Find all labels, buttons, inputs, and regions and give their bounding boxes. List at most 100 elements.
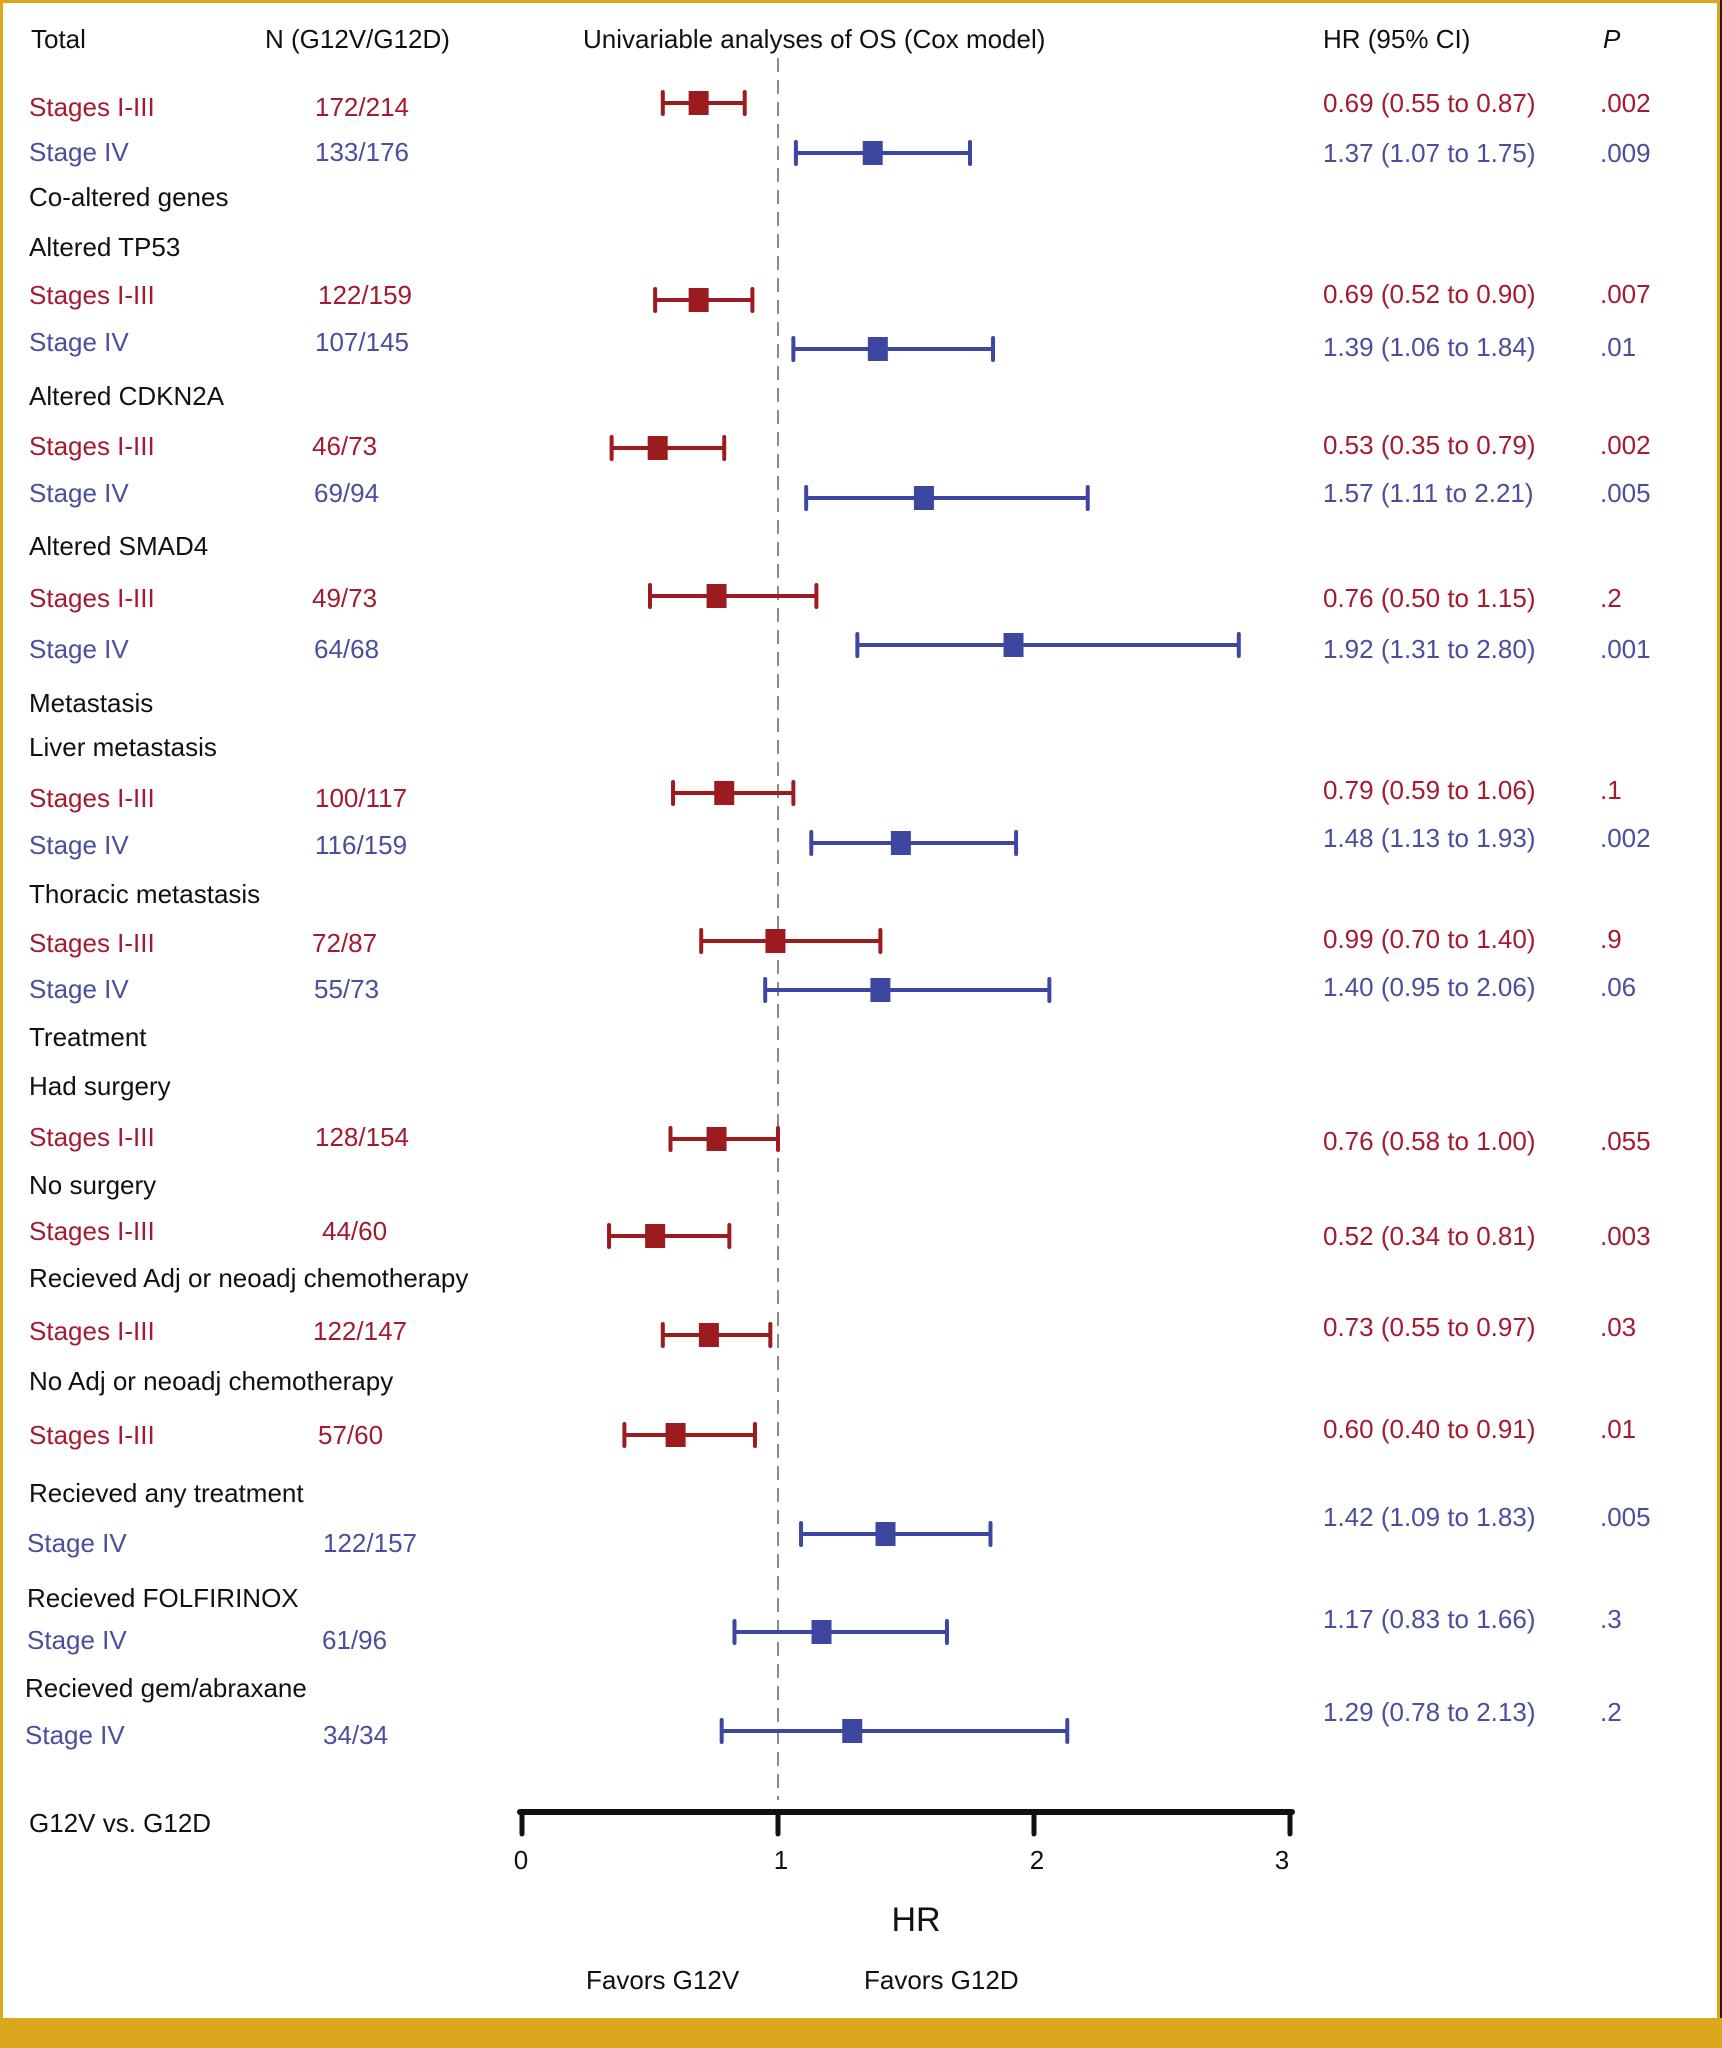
row-hr-ci: 0.69 (0.52 to 0.90) xyxy=(1323,279,1536,309)
row-p-value: .007 xyxy=(1600,279,1651,309)
hr-point-estimate xyxy=(688,288,709,312)
forest-point xyxy=(763,977,1052,1003)
row-n-count: 133/176 xyxy=(315,137,409,167)
row-hr-ci: 1.42 (1.09 to 1.83) xyxy=(1323,1502,1536,1532)
forest-point xyxy=(793,140,972,166)
row-label: Stages I-III xyxy=(29,928,155,958)
row-label: Stages I-III xyxy=(29,280,155,310)
row-label: Stage IV xyxy=(27,1528,127,1558)
subgroup-heading: Liver metastasis xyxy=(29,732,217,762)
header-hr: HR (95% CI) xyxy=(1323,24,1471,54)
hr-point-estimate xyxy=(1003,633,1024,657)
row-p-value: .001 xyxy=(1600,634,1651,664)
subgroup-heading: Altered SMAD4 xyxy=(29,531,209,561)
forest-point xyxy=(660,90,747,116)
row-p-value: .2 xyxy=(1600,583,1622,613)
row-n-count: 100/117 xyxy=(315,783,408,813)
forest-point xyxy=(671,780,796,806)
row-p-value: .2 xyxy=(1600,1697,1622,1727)
row-n-count: 172/214 xyxy=(315,92,409,122)
row-p-value: .005 xyxy=(1600,478,1651,508)
hr-point-estimate xyxy=(706,1127,727,1151)
bottom-band xyxy=(0,2018,1722,2048)
row-n-count: 122/147 xyxy=(313,1316,407,1346)
subgroup-heading: Altered CDKN2A xyxy=(29,381,225,411)
favors-right-label: Favors G12D xyxy=(864,1965,1019,1995)
subgroup-heading: No surgery xyxy=(29,1170,157,1200)
hr-point-estimate xyxy=(842,1719,863,1743)
x-tick-label: 2 xyxy=(1029,1845,1045,1875)
forest-point xyxy=(791,336,996,362)
row-label: Stage IV xyxy=(29,830,129,860)
subgroup-heading: Thoracic metastasis xyxy=(29,879,261,909)
row-label: Stage IV xyxy=(29,634,129,664)
row-n-count: 72/87 xyxy=(312,928,378,958)
row-p-value: .01 xyxy=(1600,1414,1637,1444)
frame-left-border xyxy=(0,0,3,2018)
row-n-count: 55/73 xyxy=(314,974,380,1004)
row-n-count: 57/60 xyxy=(318,1420,384,1450)
forest-point xyxy=(622,1422,757,1448)
row-hr-ci: 0.79 (0.59 to 1.06) xyxy=(1323,775,1536,805)
subgroup-heading: Treatment xyxy=(29,1022,147,1052)
row-n-count: 128/154 xyxy=(315,1122,409,1152)
row-hr-ci: 0.52 (0.34 to 0.81) xyxy=(1323,1221,1536,1251)
header-n: N (G12V/G12D) xyxy=(265,24,450,54)
x-tick-label: 3 xyxy=(1274,1845,1290,1875)
x-tick-label: 1 xyxy=(773,1845,789,1875)
forest-point xyxy=(719,1718,1070,1744)
frame-right-border xyxy=(1717,0,1720,2048)
subgroup-heading: Had surgery xyxy=(29,1071,171,1101)
hr-point-estimate xyxy=(811,1620,832,1644)
row-p-value: .003 xyxy=(1600,1221,1651,1251)
forest-point xyxy=(809,830,1019,856)
favors-left-label: Favors G12V xyxy=(586,1965,740,1995)
row-n-count: 44/60 xyxy=(322,1216,388,1246)
subgroup-heading: Co-altered genes xyxy=(29,182,229,212)
row-p-value: .03 xyxy=(1600,1312,1637,1342)
subgroup-heading: Recieved any treatment xyxy=(29,1478,304,1508)
row-p-value: .06 xyxy=(1600,972,1637,1002)
row-hr-ci: 1.92 (1.31 to 2.80) xyxy=(1323,634,1536,664)
row-p-value: .9 xyxy=(1600,924,1622,954)
row-p-value: .002 xyxy=(1600,430,1651,460)
row-hr-ci: 0.76 (0.58 to 1.00) xyxy=(1323,1126,1536,1156)
comparison-label: G12V vs. G12D xyxy=(29,1808,212,1838)
hr-point-estimate xyxy=(890,831,911,855)
row-p-value: .055 xyxy=(1600,1126,1651,1156)
hr-point-estimate xyxy=(862,141,883,165)
row-label: Stages I-III xyxy=(29,783,155,813)
row-label: Stage IV xyxy=(27,1625,127,1655)
row-hr-ci: 0.99 (0.70 to 1.40) xyxy=(1323,924,1536,954)
row-n-count: 49/73 xyxy=(312,583,378,613)
subgroup-heading: No Adj or neoadj chemotherapy xyxy=(29,1366,394,1396)
hr-point-estimate xyxy=(698,1323,719,1347)
hr-point-estimate xyxy=(875,1522,896,1546)
row-label: Stage IV xyxy=(29,137,129,167)
row-p-value: .002 xyxy=(1600,88,1651,118)
row-p-value: .3 xyxy=(1600,1604,1622,1634)
hr-point-estimate xyxy=(706,584,727,608)
hr-point-estimate xyxy=(714,781,735,805)
row-label: Stages I-III xyxy=(29,1316,155,1346)
forest-point xyxy=(668,1126,780,1152)
forest-point xyxy=(609,435,727,461)
x-axis-title: HR xyxy=(891,1901,941,1939)
row-hr-ci: 0.60 (0.40 to 0.91) xyxy=(1323,1414,1536,1444)
row-n-count: 64/68 xyxy=(314,634,380,664)
row-hr-ci: 1.37 (1.07 to 1.75) xyxy=(1323,138,1536,168)
row-hr-ci: 1.57 (1.11 to 2.21) xyxy=(1323,478,1534,508)
hr-point-estimate xyxy=(688,91,709,115)
subgroup-heading: Metastasis xyxy=(29,688,154,718)
row-n-count: 61/96 xyxy=(322,1625,388,1655)
forest-point xyxy=(699,928,883,954)
forest-point xyxy=(653,287,755,313)
row-n-count: 34/34 xyxy=(323,1720,389,1750)
hr-point-estimate xyxy=(765,929,786,953)
row-hr-ci: 0.76 (0.50 to 1.15) xyxy=(1323,583,1536,613)
hr-point-estimate xyxy=(870,978,891,1002)
row-p-value: .009 xyxy=(1600,138,1651,168)
chart-title: Univariable analyses of OS (Cox model) xyxy=(583,24,1046,54)
row-hr-ci: 1.40 (0.95 to 2.06) xyxy=(1323,972,1536,1002)
